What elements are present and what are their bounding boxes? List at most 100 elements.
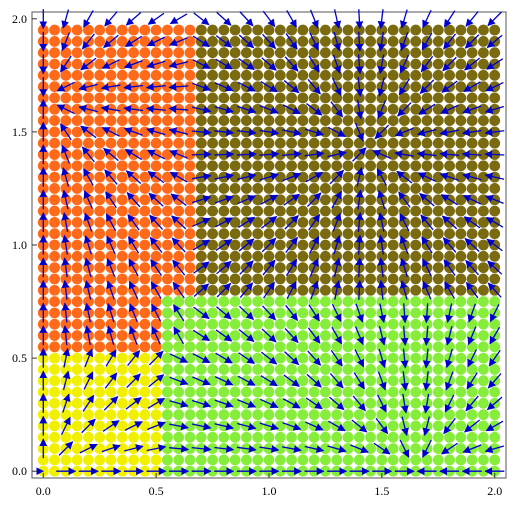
basin-point-region-2: [274, 137, 286, 149]
basin-point-region-3: [218, 364, 230, 375]
basin-point-region-3: [387, 341, 399, 353]
basin-point-region-2: [207, 126, 218, 138]
basin-point-region-3: [229, 330, 241, 341]
basin-point-region-2: [241, 250, 252, 262]
basin-point-region-2: [421, 115, 433, 126]
flow-arrow: [397, 102, 412, 117]
basin-point-region-1: [105, 273, 117, 285]
basin-point-region-0: [71, 352, 83, 364]
basin-point-region-2: [195, 115, 207, 126]
flow-arrow: [169, 171, 188, 183]
basin-point-region-3: [353, 386, 365, 398]
basin-point-region-3: [274, 409, 286, 421]
y-tick-label: 1.0: [12, 238, 27, 252]
basin-point-region-3: [162, 443, 173, 455]
basin-point-region-3: [263, 386, 275, 398]
basin-point-region-1: [105, 115, 117, 126]
basin-point-region-2: [252, 228, 264, 240]
basin-point-region-3: [387, 352, 399, 364]
flow-arrow: [377, 189, 386, 210]
basin-point-region-2: [466, 273, 478, 285]
basin-point-region-3: [195, 409, 207, 421]
basin-point-region-1: [71, 330, 83, 341]
basin-point-region-2: [297, 216, 309, 228]
flow-arrow: [105, 213, 117, 232]
basin-point-region-3: [342, 330, 354, 341]
flow-arrow: [285, 258, 298, 277]
basin-point-region-1: [139, 103, 151, 115]
basin-point-region-3: [263, 431, 275, 443]
basin-point-region-3: [207, 386, 218, 398]
basin-point-region-2: [241, 137, 252, 149]
basin-point-region-1: [150, 341, 162, 353]
basin-point-region-2: [489, 115, 501, 126]
basin-point-region-2: [297, 205, 309, 217]
basin-point-region-1: [173, 183, 185, 194]
basin-point-region-2: [320, 69, 331, 81]
basin-point-region-2: [478, 284, 489, 296]
basin-point-region-0: [128, 431, 139, 443]
basin-point-region-1: [94, 69, 106, 81]
basin-point-region-3: [241, 431, 252, 443]
basin-point-region-2: [320, 24, 331, 36]
basin-point-region-3: [274, 296, 286, 307]
basin-point-region-2: [297, 228, 309, 240]
basin-point-region-2: [455, 126, 467, 138]
flow-arrow: [333, 235, 342, 255]
basin-point-region-3: [308, 454, 320, 466]
flow-arrow: [214, 195, 234, 204]
basin-point-region-1: [49, 296, 60, 307]
basin-point-region-0: [105, 386, 117, 398]
flow-arrow: [100, 104, 121, 113]
basin-point-region-1: [49, 239, 60, 251]
flow-arrow: [463, 57, 481, 71]
flow-arrow: [377, 257, 386, 278]
basin-point-region-0: [71, 454, 83, 466]
flow-arrow: [307, 327, 321, 344]
basin-point-region-3: [365, 420, 376, 432]
flow-arrow: [169, 376, 189, 386]
flow-arrow: [305, 421, 324, 431]
basin-point-region-2: [195, 137, 207, 149]
basin-point-region-2: [342, 149, 354, 160]
basin-point-region-1: [105, 318, 117, 330]
basin-point-region-3: [207, 307, 218, 319]
flow-arrow: [125, 397, 142, 410]
flow-arrow: [192, 82, 212, 92]
basin-point-region-3: [410, 397, 422, 409]
basin-point-region-2: [432, 205, 444, 217]
basin-point-region-1: [139, 205, 151, 217]
flow-arrow: [106, 235, 116, 255]
basin-point-region-1: [162, 273, 173, 285]
basin-point-region-2: [229, 239, 241, 251]
flow-arrow: [327, 445, 347, 454]
flow-arrow: [400, 325, 409, 346]
basin-point-region-1: [162, 58, 173, 70]
basin-point-region-2: [466, 137, 478, 149]
flow-arrow: [61, 9, 70, 29]
basin-point-region-3: [252, 431, 264, 443]
basin-point-region-3: [489, 431, 501, 443]
basin-point-region-2: [195, 273, 207, 285]
basin-point-region-3: [432, 364, 444, 375]
flow-arrow: [439, 172, 459, 181]
basin-point-region-1: [94, 160, 106, 172]
basin-point-region-3: [218, 386, 230, 398]
basin-point-region-2: [444, 92, 455, 104]
flow-arrow: [126, 191, 141, 208]
basin-point-region-2: [263, 250, 275, 262]
y-tick-label: 0.5: [12, 351, 27, 365]
flow-arrow: [105, 191, 117, 209]
basin-point-region-1: [184, 137, 196, 149]
flow-arrow: [487, 282, 502, 298]
basin-point-region-1: [184, 149, 196, 160]
flow-arrow: [332, 212, 342, 232]
basin-point-region-2: [263, 205, 275, 217]
flow-arrow: [192, 59, 211, 69]
basin-point-region-2: [478, 103, 489, 115]
basin-point-region-2: [478, 250, 489, 262]
basin-point-region-2: [252, 137, 264, 149]
flow-arrow: [350, 444, 369, 454]
flow-arrow: [462, 172, 482, 181]
